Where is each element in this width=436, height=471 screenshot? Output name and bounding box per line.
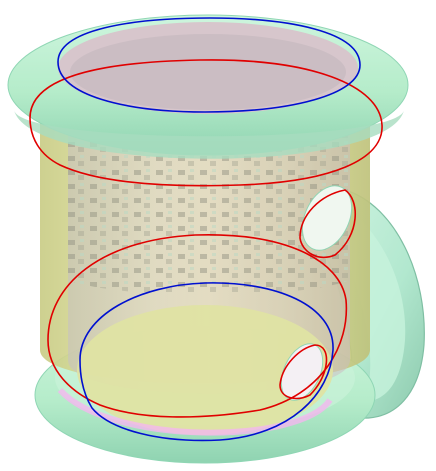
blue-curve-floor [79,282,334,442]
red-curve-handle-bottom [279,344,328,400]
blue-curve-rim [57,17,361,113]
rim-opening-shade [70,34,346,110]
red-curve-handle-top [299,189,356,259]
base-highlight [57,387,333,436]
inner-floor [77,305,333,435]
red-curve-body [47,234,348,418]
rim-underside [14,110,404,159]
red-curve-rim [29,59,383,187]
handle-hole-top [301,185,353,251]
